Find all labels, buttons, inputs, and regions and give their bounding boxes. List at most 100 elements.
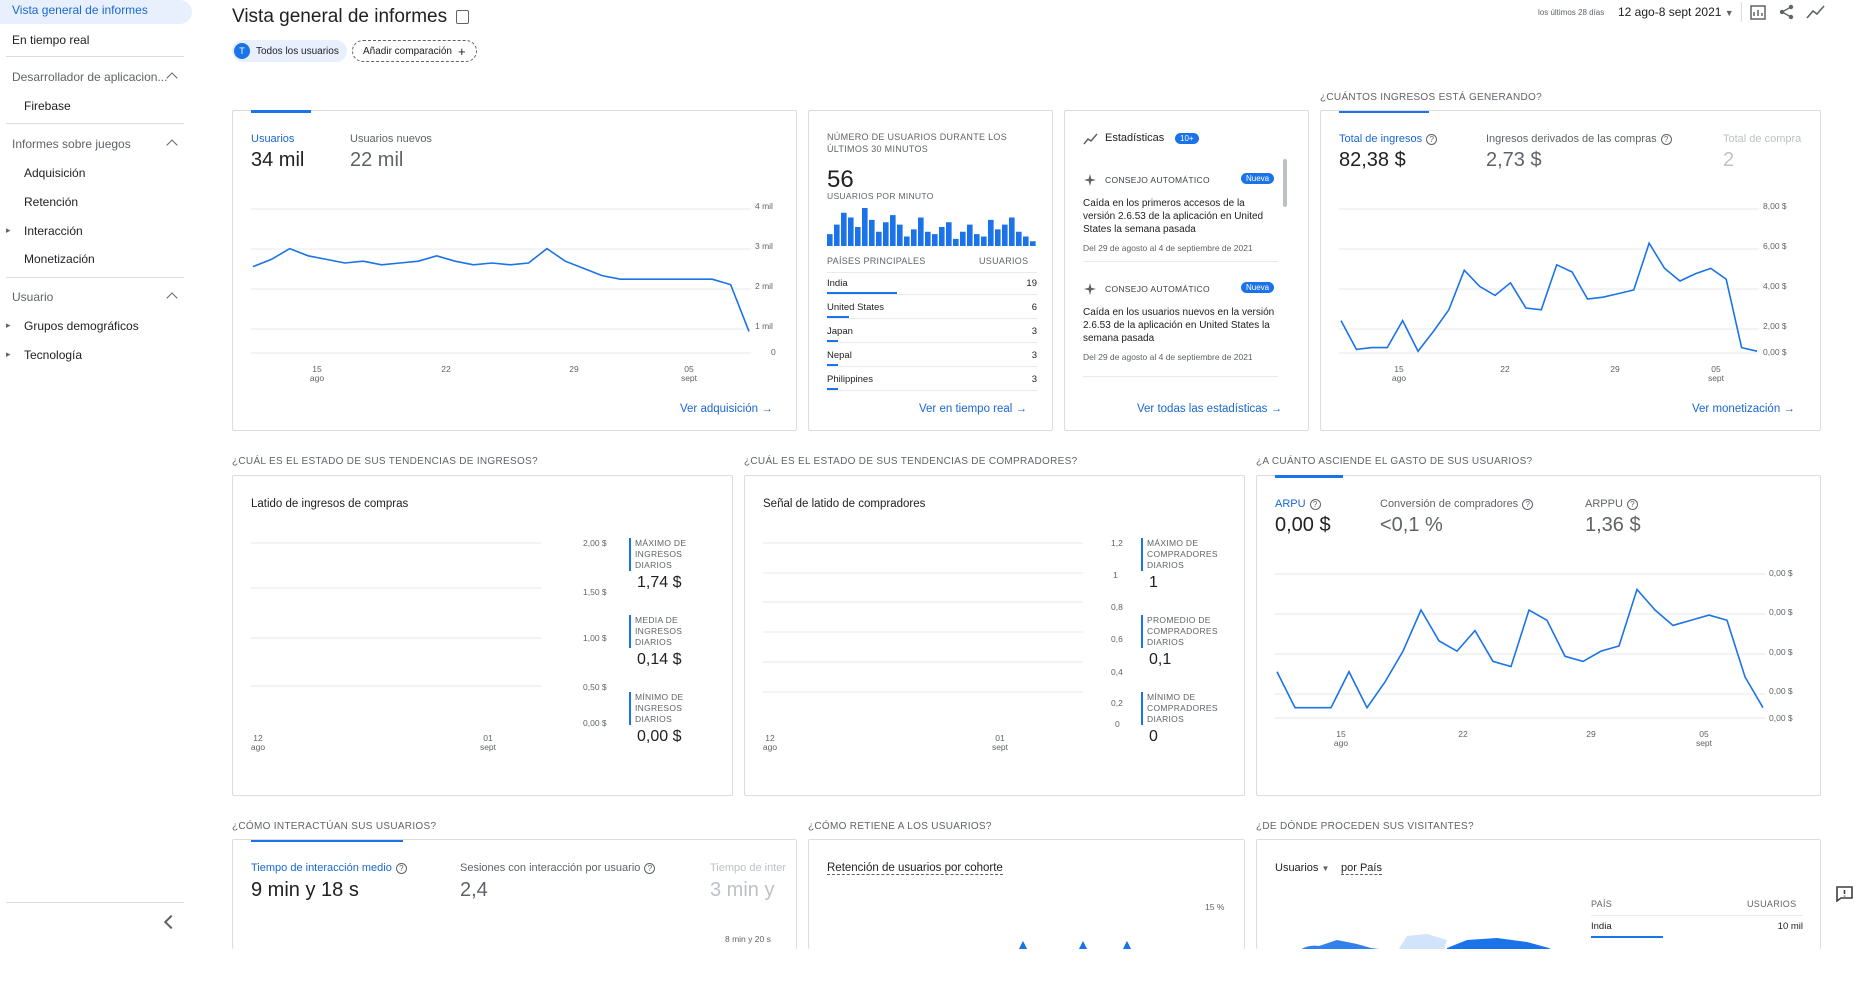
cohort-retention-title[interactable]: Retención de usuarios por cohorte [827, 862, 1003, 875]
sidebar-item-engagement[interactable]: Interacción [24, 224, 83, 238]
tab-avg-engagement-time[interactable]: Tiempo de interacción medio? [251, 862, 407, 874]
insight-text[interactable]: Caída en los primeros accesos de la vers… [1083, 198, 1264, 235]
insights-trend-icon[interactable] [1806, 4, 1826, 20]
x-axis-tick: 29 [1586, 729, 1596, 739]
section-title-geo: ¿DE DÓNDE PROCEDEN SUS VISITANTES? [1256, 821, 1474, 832]
total-revenue-value: 82,38 $ [1339, 149, 1406, 171]
sidebar-item-realtime[interactable]: En tiempo real [12, 33, 90, 47]
metric-selector[interactable]: Usuarios ▼ [1275, 862, 1329, 874]
date-range-label: 12 ago-8 sept 2021 [1618, 5, 1722, 19]
y-axis-tick: 0,2 [1111, 698, 1123, 708]
tab-engagement-time[interactable]: Tiempo de inter [710, 862, 787, 874]
auto-insight-sparkle-icon [1084, 174, 1096, 186]
sidebar-item-monetization[interactable]: Monetización [24, 252, 95, 266]
help-icon[interactable]: ? [644, 862, 656, 874]
view-realtime-link[interactable]: Ver en tiempo real → [919, 403, 1027, 415]
y-axis-tick: 2 mil [755, 281, 773, 291]
tab-new-users[interactable]: Usuarios nuevos [350, 133, 432, 145]
help-icon[interactable]: ? [1426, 133, 1438, 145]
scrollbar[interactable] [1283, 159, 1287, 207]
caret-right-icon[interactable]: ▸ [6, 320, 11, 330]
help-icon[interactable]: ? [1660, 133, 1672, 145]
chevron-up-icon[interactable] [166, 72, 178, 84]
help-icon[interactable]: ? [1626, 498, 1638, 510]
minute-bar [939, 227, 945, 246]
y-axis-tick: 0 [1115, 719, 1120, 729]
view-acquisition-link[interactable]: Ver adquisición → [680, 403, 773, 415]
add-comparison-button[interactable]: Añadir comparación + [352, 40, 477, 62]
arpu-value: 0,00 $ [1275, 514, 1331, 536]
metric-label: Usuarios [1275, 862, 1319, 874]
caret-right-icon[interactable]: ▸ [6, 349, 11, 359]
chevron-up-icon[interactable] [166, 292, 178, 304]
country-users-bar [827, 292, 897, 294]
sidebar-item-retention[interactable]: Retención [24, 195, 79, 209]
stat-value-avg: 0,1 [1149, 651, 1172, 668]
comparison-chip-all-users[interactable]: T Todos los usuarios [232, 40, 347, 62]
customize-report-icon[interactable] [1750, 4, 1768, 20]
dimension-selector[interactable]: por País [1341, 862, 1382, 875]
sidebar-item-demographics[interactable]: Grupos demográficos [24, 319, 139, 333]
section-title-engagement: ¿CÓMO INTERACTÚAN SUS USUARIOS? [232, 821, 437, 832]
tab-total-purchasers[interactable]: Total de compra [1723, 133, 1802, 145]
help-icon[interactable]: ? [395, 862, 407, 874]
minute-bar [848, 217, 854, 246]
buyers-heartbeat-card: Señal de latido de compradores 1,2 1 0,8… [744, 475, 1245, 796]
insight-text[interactable]: Caída en los usuarios nuevos en la versi… [1083, 307, 1275, 344]
help-icon[interactable]: ? [1309, 498, 1321, 510]
chevron-up-icon[interactable] [166, 139, 178, 151]
divider [1083, 376, 1278, 377]
tab-purchaser-conversion[interactable]: Conversión de compradores? [1380, 498, 1534, 510]
users-per-minute-bar-chart [827, 208, 1036, 246]
country-name: United States [827, 302, 885, 313]
tab-total-revenue[interactable]: Total de ingresos? [1339, 133, 1438, 145]
tab-engaged-sessions-per-user[interactable]: Sesiones con interacción por usuario? [460, 862, 656, 874]
sidebar-item-technology[interactable]: Tecnología [24, 348, 83, 362]
feedback-icon[interactable] [1836, 886, 1854, 902]
users-value: 34 mil [251, 149, 305, 171]
view-all-insights-link[interactable]: Ver todas las estadísticas → [1137, 403, 1282, 415]
minute-bar [925, 231, 931, 246]
minute-bar [988, 219, 994, 246]
caret-right-icon[interactable]: ▸ [6, 225, 11, 235]
realtime-title: NÚMERO DE USUARIOS DURANTE LOS ÚLTIMOS 3… [827, 132, 1008, 154]
section-title-user-spend: ¿A CUÁNTO ASCIENDE EL GASTO DE SUS USUAR… [1256, 456, 1533, 467]
auto-insight-sparkle-icon [1084, 283, 1096, 295]
stat-label-avg: MEDIA DE INGRESOS DIARIOS [629, 615, 682, 648]
sidebar-section-app-developer[interactable]: Desarrollador de aplicacion... [12, 70, 167, 84]
minute-bar [1002, 224, 1008, 246]
minute-bar [876, 231, 882, 246]
sidebar-section-games[interactable]: Informes sobre juegos [12, 137, 131, 151]
sidebar-item-overview[interactable]: Vista general de informes [0, 0, 192, 24]
tab-arppu[interactable]: ARPPU? [1585, 498, 1638, 510]
arrow-right-icon: → [1015, 403, 1028, 415]
help-icon[interactable]: ? [1522, 498, 1534, 510]
tab-arpu[interactable]: ARPU? [1275, 498, 1321, 510]
insights-title: Estadísticas [1105, 132, 1165, 144]
insights-card: Estadísticas 10+ CONSEJO AUTOMÁTICO Nuev… [1064, 110, 1309, 431]
arrow-right-icon: → [761, 403, 773, 415]
tab-purchase-revenue[interactable]: Ingresos derivados de las compras? [1486, 133, 1672, 145]
sidebar-item-firebase[interactable]: Firebase [24, 99, 71, 113]
sidebar-section-user[interactable]: Usuario [12, 290, 54, 304]
view-monetization-link[interactable]: Ver monetización → [1692, 403, 1795, 415]
country-name: Japan [827, 326, 853, 337]
y-axis-tick: 2,00 $ [583, 538, 607, 548]
minute-bar [1016, 231, 1022, 246]
divider [827, 318, 1037, 319]
report-edit-icon[interactable] [456, 9, 470, 24]
section-title-buyer-trends: ¿CUÁL ES EL ESTADO DE SUS TENDENCIAS DE … [744, 456, 1078, 467]
divider [1083, 261, 1278, 262]
tab-users[interactable]: Usuarios [251, 133, 295, 145]
y-axis-tick: 0,6 [1111, 634, 1123, 644]
sidebar-item-acquisition[interactable]: Adquisición [24, 166, 86, 180]
country-column-header: PAÍS [1591, 899, 1613, 909]
series-line [1340, 241, 1758, 353]
y-axis-tick: 1,50 $ [583, 587, 607, 597]
y-axis-tick: 0,00 $ [583, 718, 607, 728]
minute-bar [841, 212, 847, 246]
date-range-picker[interactable]: 12 ago-8 sept 2021 ▼ [1618, 5, 1734, 19]
minute-bar [967, 224, 973, 246]
share-icon[interactable] [1778, 4, 1796, 20]
collapse-sidebar-icon[interactable] [163, 914, 179, 930]
